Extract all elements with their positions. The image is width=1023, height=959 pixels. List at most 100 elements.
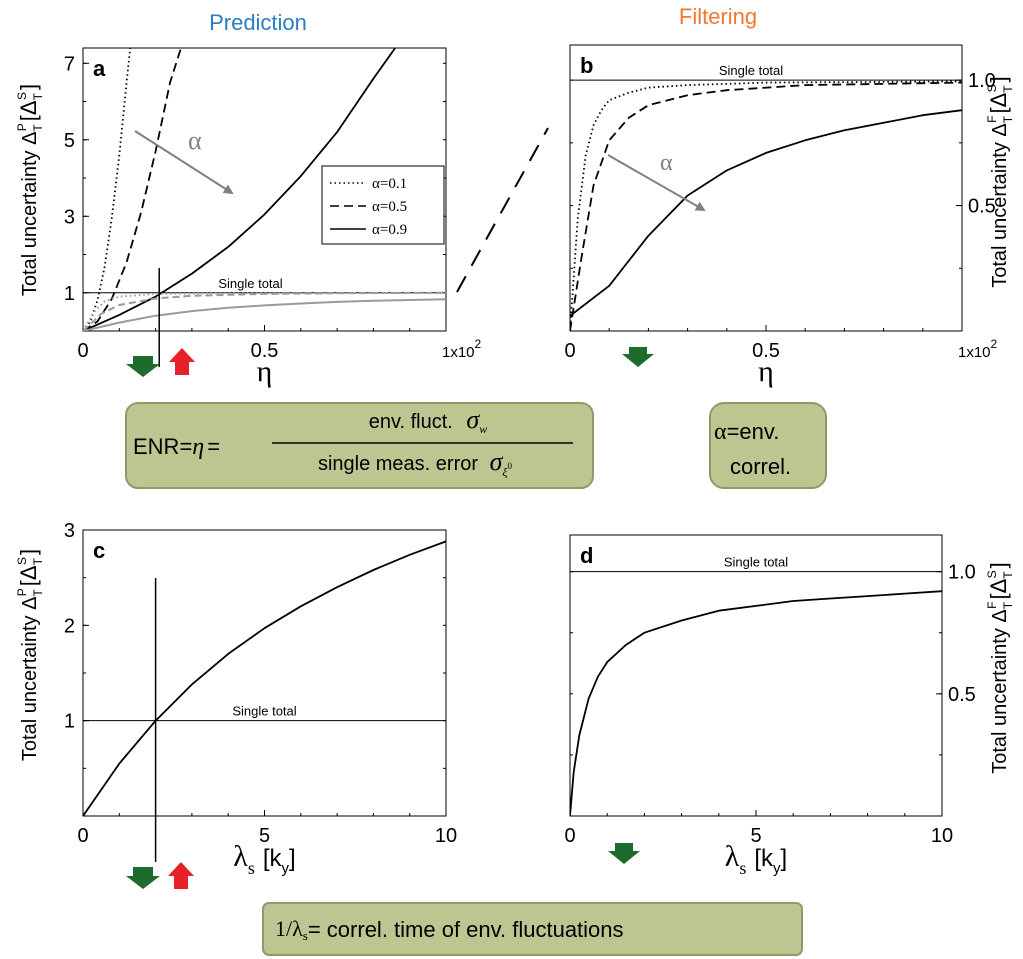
- down-arrow-icon: [608, 843, 640, 864]
- y-label-sup: F: [985, 602, 999, 609]
- y-axis-label: Total uncertainty ΔTP[ΔTS]: [15, 549, 45, 761]
- x-tick-label: 0: [77, 825, 88, 847]
- panel-label: d: [580, 543, 593, 568]
- enr-numerator: env. fluct.: [369, 411, 453, 433]
- x-tick-label: 5: [259, 825, 270, 847]
- alpha-direction-arrow: [608, 155, 704, 210]
- y-label-sub: T: [1001, 115, 1015, 123]
- x-label-symbol: λ: [233, 840, 248, 873]
- heading-filtering: Filtering: [679, 4, 757, 29]
- alpha-line2: correl.: [730, 454, 791, 479]
- enr-eta: η: [192, 434, 204, 460]
- x-label-symbol: η: [758, 355, 774, 388]
- y-tick-label: 1: [64, 711, 75, 733]
- y-label-close: ]: [986, 562, 1011, 568]
- x-label-symbol: λ: [725, 840, 740, 873]
- lambda-lead: 1/λ: [275, 916, 303, 941]
- plot-frame: [570, 535, 942, 816]
- enr-denominator: single meas. error: [318, 453, 478, 475]
- enr-definition-box: ENR=η = env. fluct. σw single meas. error…: [126, 403, 593, 488]
- y-tick-label: 1: [64, 283, 75, 305]
- svg-text:α=env.: α=env.: [714, 419, 779, 445]
- lambda-text: = correl. time of env. fluctuations: [308, 917, 624, 942]
- heading-prediction: Prediction: [209, 10, 307, 35]
- panel-connector-line: [457, 128, 548, 292]
- y-label-unit-sym: Δ: [16, 100, 41, 115]
- alpha-line1: =env.: [727, 419, 780, 444]
- x-tick-label: 0: [564, 825, 575, 847]
- enr-lhs: ENR=: [133, 434, 192, 459]
- y-tick-label: 7: [64, 53, 75, 75]
- y-label-unit-sub: T: [31, 557, 45, 565]
- y-label-unit-sub: T: [1001, 571, 1015, 579]
- enr-equals: =: [207, 434, 220, 459]
- y-tick-label: 5: [64, 130, 75, 152]
- series-line-main: [570, 591, 942, 816]
- y-label-unit-sup: S: [15, 92, 29, 100]
- down-arrow-icon: [126, 356, 160, 377]
- series-line-main: [83, 541, 446, 816]
- legend-entry: α=0.1: [372, 176, 407, 192]
- arrows-c: [126, 862, 194, 889]
- y-label-close: ]: [16, 549, 41, 555]
- x-label-symbol: η: [257, 355, 273, 388]
- x-axis-label: η: [758, 355, 774, 388]
- y-axis-label: Total uncertainty ΔTF[ΔTS]: [985, 562, 1015, 774]
- y-tick-label: 0.5: [948, 684, 976, 706]
- y-label-text: Total uncertainty Δ: [989, 123, 1011, 288]
- y-label-sup: P: [15, 588, 29, 596]
- single-total-label: Single total: [724, 555, 788, 570]
- series-line-0.1: [83, 48, 130, 331]
- x-multiplier-exp: 2: [991, 337, 998, 351]
- x-multiplier-base: 1x10: [958, 344, 991, 361]
- x-label-unit: [k: [754, 845, 774, 872]
- panel-label: b: [580, 53, 593, 78]
- series-line-0.9: [570, 110, 962, 316]
- panel-label: a: [93, 56, 106, 81]
- y-label-unit-sub: T: [31, 92, 45, 100]
- y-label-sub: T: [31, 124, 45, 132]
- y-label-close: ]: [986, 76, 1011, 82]
- svg-text:1/λs= correl. time of env. flu: 1/λs= correl. time of env. fluctuations: [275, 916, 624, 943]
- single-total-label: Single total: [218, 276, 282, 291]
- y-label-unit-sym: Δ: [986, 92, 1011, 107]
- up-arrow-icon: [169, 348, 195, 375]
- single-total-label: Single total: [719, 63, 783, 78]
- y-label-sub: T: [1001, 601, 1015, 609]
- svg-text:ENR=η=: ENR=η =: [133, 434, 220, 460]
- enr-den-sup: 0: [508, 461, 513, 471]
- legend-entry: α=0.5: [372, 199, 407, 215]
- y-tick-label: 3: [64, 206, 75, 228]
- alpha-direction-arrow: [135, 131, 232, 193]
- x-multiplier: 1x102: [958, 337, 998, 361]
- y-tick-label: 1.0: [948, 562, 976, 584]
- lambda-definition-box: 1/λs= correl. time of env. fluctuations: [263, 903, 802, 955]
- alpha-arrow-label: α: [660, 150, 673, 176]
- y-label-close: ]: [16, 84, 41, 90]
- down-arrow-icon: [126, 867, 160, 889]
- series-group: [570, 81, 962, 331]
- x-label-sub: s: [248, 858, 255, 878]
- x-label-close: ]: [781, 845, 788, 872]
- y-tick-label: 3: [64, 520, 75, 542]
- y-label-unit-sup: S: [985, 570, 999, 578]
- single-total-label: Single total: [232, 704, 296, 719]
- x-label-unit: [k: [263, 845, 283, 872]
- series-group: [570, 591, 942, 816]
- panel-c: 0 5 10λs [ky]123Total uncertainty ΔTP[ΔTS]S…: [15, 520, 457, 878]
- y-axis-label: Total uncertainty ΔTF[ΔTS]: [985, 76, 1015, 288]
- y-label-unit-sup: S: [985, 84, 999, 92]
- x-tick-label: 10: [435, 825, 457, 847]
- series-line-0.5: [83, 48, 181, 331]
- alpha-arrow-label: α: [188, 126, 202, 155]
- down-arrow-icon: [622, 347, 654, 367]
- y-label-text: Total uncertainty Δ: [989, 609, 1011, 774]
- enr-num-sub: w: [479, 422, 487, 436]
- x-multiplier-base: 1x10: [442, 344, 475, 361]
- alpha-symbol: α: [714, 419, 727, 445]
- y-axis-label: Total uncertainty ΔTP[ΔTS]: [15, 84, 45, 296]
- y-label-unit-sym: Δ: [16, 565, 41, 580]
